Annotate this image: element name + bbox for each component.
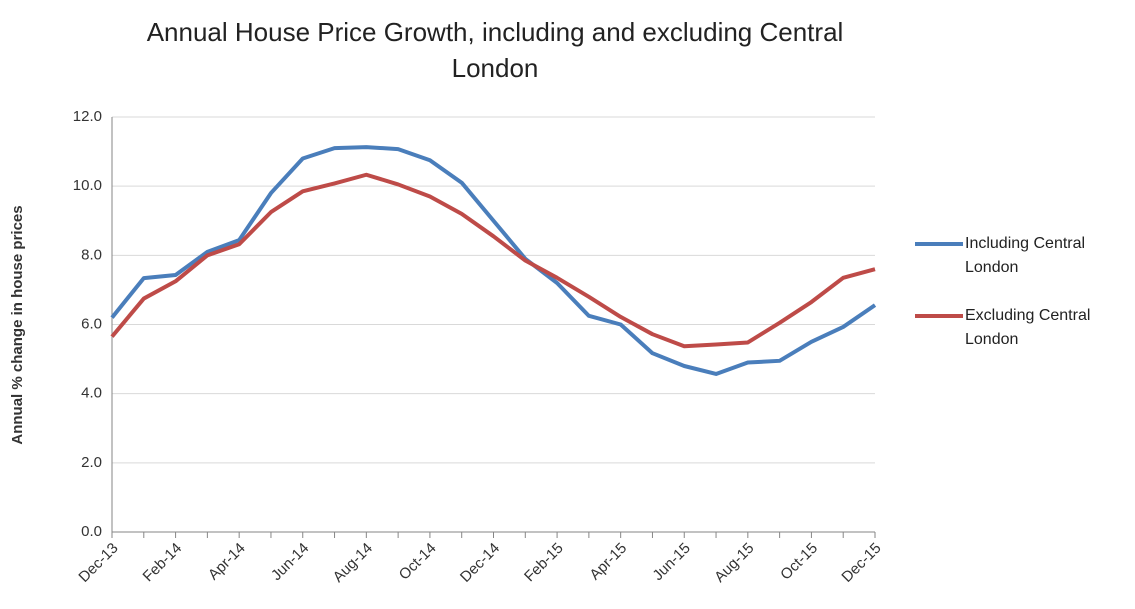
y-tick-label: 8.0 — [81, 246, 102, 263]
x-tick-label: Jun-14 — [268, 540, 312, 584]
x-tick-label: Dec-13 — [75, 540, 121, 586]
x-tick-label: Oct-15 — [777, 540, 821, 584]
x-tick-label: Feb-14 — [140, 540, 186, 586]
y-tick-label: 10.0 — [73, 177, 102, 194]
x-tick-label: Jun-15 — [649, 540, 693, 584]
y-tick-label: 12.0 — [73, 108, 102, 125]
y-tick-label: 2.0 — [81, 454, 102, 471]
line-series — [110, 145, 877, 376]
x-tick-label: Feb-15 — [521, 540, 567, 586]
y-axis-label: Annual % change in house prices — [9, 205, 26, 444]
x-tick-label: Dec-15 — [838, 540, 884, 586]
chart-title: Annual House Price Growth, including and… — [146, 17, 844, 83]
x-tick-label: Aug-15 — [711, 540, 757, 586]
x-tick-label: Dec-14 — [457, 540, 503, 586]
y-tick-label: 0.0 — [81, 523, 102, 540]
x-tick-label: Aug-14 — [330, 540, 376, 586]
x-tick-label: Oct-14 — [396, 540, 440, 584]
y-tick-label: 6.0 — [81, 315, 102, 332]
legend-label: Excluding Central London — [965, 307, 1091, 348]
line-series — [110, 172, 876, 349]
x-tick-label: Apr-15 — [586, 540, 630, 584]
x-tick-label: Apr-14 — [205, 540, 249, 584]
legend-label: Including Central London — [965, 235, 1086, 276]
y-tick-label: 4.0 — [81, 385, 102, 402]
